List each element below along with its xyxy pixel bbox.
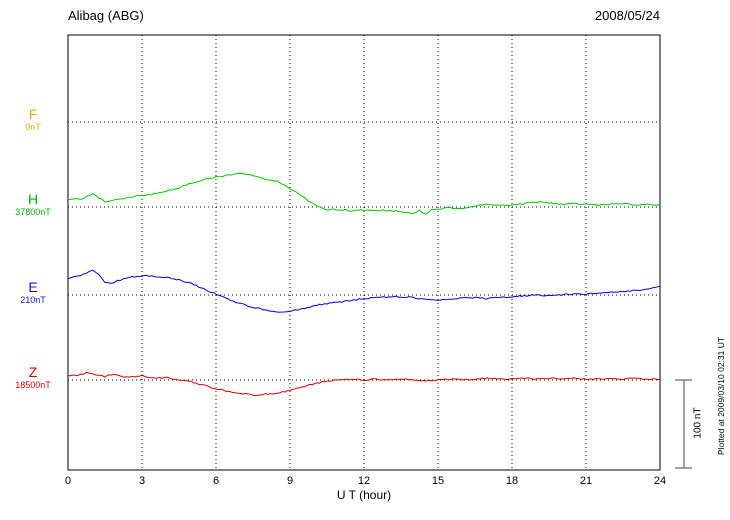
- x-axis-label: U T (hour): [336, 488, 392, 502]
- component-baseline-value: 0nT: [25, 122, 41, 132]
- x-tick-label: 24: [654, 475, 666, 487]
- scale-bar-label: 100 nT: [692, 407, 704, 439]
- component-label-E: E 210nT: [4, 280, 62, 306]
- trace-E: [67, 269, 661, 313]
- component-label-F: F 0nT: [4, 107, 62, 133]
- date-label: 2008/05/24: [594, 8, 660, 23]
- x-tick-label: 6: [213, 475, 219, 487]
- component-letter: F: [28, 106, 38, 122]
- component-label-Z: Z 18500nT: [4, 365, 62, 391]
- component-letter: Z: [28, 364, 38, 380]
- x-tick-label: 15: [432, 475, 444, 487]
- trace-Z: [67, 371, 661, 397]
- x-tick-label: 3: [139, 475, 145, 487]
- component-baseline-value: 210nT: [20, 295, 46, 305]
- x-tick-label: 9: [287, 475, 293, 487]
- x-tick-label: 18: [506, 475, 518, 487]
- x-tick-label: 12: [358, 475, 370, 487]
- trace-H: [67, 172, 661, 215]
- component-baseline-value: 18500nT: [15, 380, 51, 390]
- plotted-at-note: Plotted at 2009/03/10 02:31 UT: [716, 336, 726, 456]
- plot-frame: [67, 34, 661, 471]
- component-label-H: H 37800nT: [4, 192, 62, 218]
- component-letter: E: [28, 279, 38, 295]
- station-title: Alibag (ABG): [68, 8, 144, 23]
- x-tick-label: 21: [580, 475, 592, 487]
- x-tick-label: 0: [65, 475, 71, 487]
- component-letter: H: [27, 191, 39, 207]
- component-baseline-value: 37800nT: [15, 207, 51, 217]
